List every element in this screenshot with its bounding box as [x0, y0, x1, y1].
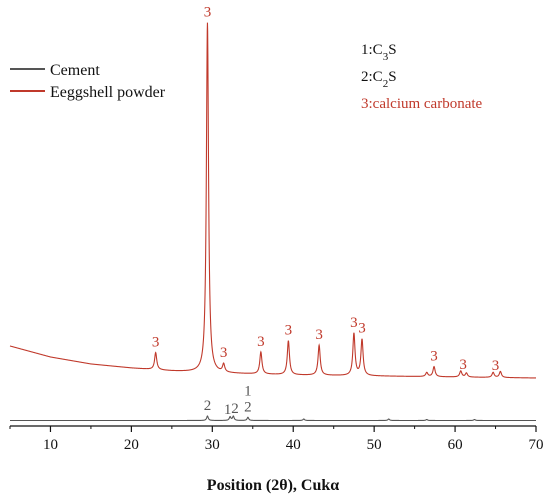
peak-label: 3: [220, 345, 228, 361]
x-tick-label: 50: [367, 437, 382, 453]
series-line-cement: [10, 415, 536, 422]
peak-label: 3: [358, 321, 366, 337]
x-tick-label: 20: [124, 437, 139, 453]
peak-label: 3: [430, 349, 438, 365]
key-suffix: S: [388, 42, 396, 58]
key-entry-c3s: 1:C3S: [361, 42, 397, 63]
peak-label: 3: [285, 323, 293, 339]
peak-label: 2: [204, 398, 212, 414]
peak-label: 2: [231, 401, 239, 417]
key-entry-calcium-carbonate: 3:calcium carbonate: [361, 96, 483, 112]
x-tick-label: 30: [205, 437, 220, 453]
key-suffix: S: [388, 69, 396, 85]
legend-label-cement: Cement: [50, 62, 100, 79]
peak-label: 2: [244, 399, 252, 415]
key-number: 2: [361, 69, 369, 85]
key-entry-c2s: 2:C2S: [361, 69, 397, 90]
key-separator: :: [369, 42, 373, 58]
key-subscript: 2: [383, 78, 389, 90]
peak-label: 3: [492, 358, 500, 374]
key-prefix: C: [373, 69, 383, 85]
peak-label: 3: [350, 315, 358, 331]
series-layer: [9, 22, 536, 422]
peak-label: 1: [224, 402, 232, 418]
peak-label: 3: [204, 5, 212, 21]
phase-key: 1:C3S 2:C2S 3:calcium carbonate: [361, 42, 483, 112]
x-tick-label: 10: [43, 437, 58, 453]
key-text: calcium carbonate: [373, 96, 483, 112]
peak-label: 3: [315, 327, 323, 343]
x-axis-ticks: 10 20 30 40 50 60 70: [9, 426, 544, 453]
legend: Cement Eeggshell powder: [10, 62, 166, 101]
key-number: 1: [361, 42, 369, 58]
x-tick-label: 70: [529, 437, 544, 453]
peak-label: 3: [152, 335, 160, 351]
peak-label: 3: [459, 357, 467, 373]
key-prefix: C: [373, 42, 383, 58]
key-subscript: 3: [383, 51, 389, 63]
series-line-eggshell-powder: [9, 22, 536, 379]
x-tick-label: 60: [448, 437, 463, 453]
key-separator: :: [369, 96, 373, 112]
key-separator: :: [369, 69, 373, 85]
peak-label: 3: [257, 334, 265, 350]
legend-label-eggshell: Eeggshell powder: [50, 84, 166, 101]
peak-label: 1: [244, 383, 252, 399]
x-axis-title: Position (2θ), Cukα: [207, 477, 339, 494]
key-number: 3: [361, 96, 369, 112]
x-tick-label: 40: [286, 437, 301, 453]
